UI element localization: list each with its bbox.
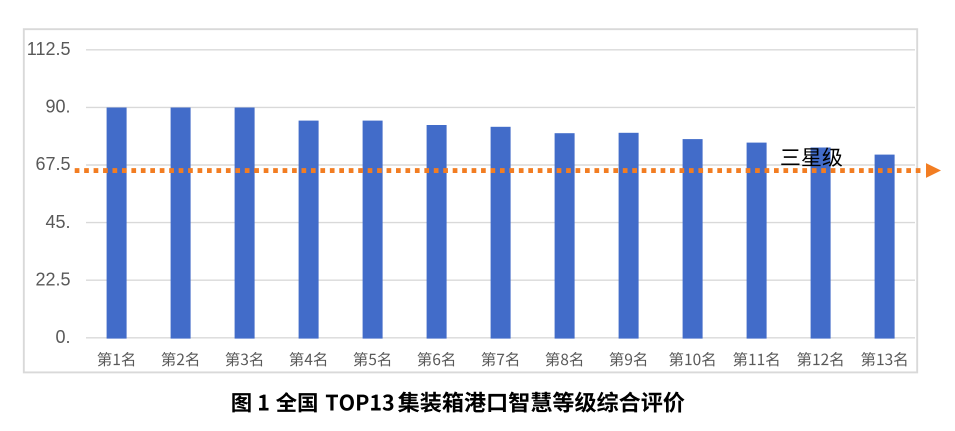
svg-text:112.5: 112.5 xyxy=(27,39,71,59)
svg-text:67.5: 67.5 xyxy=(35,154,70,174)
svg-text:22.5: 22.5 xyxy=(35,269,70,289)
svg-text:45.: 45. xyxy=(45,212,70,232)
svg-text:90.: 90. xyxy=(45,97,70,117)
svg-text:0.: 0. xyxy=(55,327,70,347)
